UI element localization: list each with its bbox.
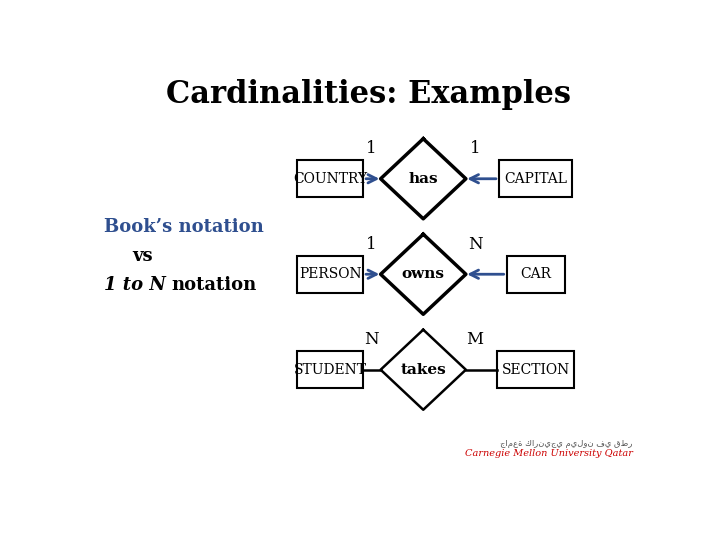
- Bar: [297, 256, 363, 293]
- Text: PERSON: PERSON: [299, 267, 361, 281]
- Text: N: N: [364, 331, 379, 348]
- Text: Carnegie Mellon University Qatar: Carnegie Mellon University Qatar: [464, 449, 632, 457]
- Text: Cardinalities: Examples: Cardinalities: Examples: [166, 78, 572, 110]
- Bar: [507, 256, 564, 293]
- Text: Book’s notation: Book’s notation: [104, 218, 264, 235]
- Bar: [499, 160, 572, 197]
- Text: CAR: CAR: [520, 267, 551, 281]
- Text: has: has: [408, 172, 438, 186]
- Text: M: M: [467, 331, 484, 348]
- Text: N: N: [468, 235, 482, 253]
- Text: CAPITAL: CAPITAL: [504, 172, 567, 186]
- Text: owns: owns: [402, 267, 445, 281]
- Bar: [297, 351, 363, 388]
- Text: SECTION: SECTION: [502, 363, 570, 377]
- Text: 1: 1: [366, 235, 377, 253]
- Text: notation: notation: [171, 276, 256, 294]
- Bar: [497, 351, 575, 388]
- Text: 1 to N: 1 to N: [104, 276, 166, 294]
- Text: STUDENT: STUDENT: [294, 363, 366, 377]
- Text: COUNTRY: COUNTRY: [293, 172, 367, 186]
- Text: 1: 1: [366, 140, 377, 157]
- Text: takes: takes: [400, 363, 446, 377]
- Bar: [297, 160, 363, 197]
- Text: جامعة كارنيجي ميلون في قطر: جامعة كارنيجي ميلون في قطر: [500, 439, 632, 448]
- Text: vs: vs: [132, 247, 153, 265]
- Text: 1: 1: [470, 140, 480, 157]
